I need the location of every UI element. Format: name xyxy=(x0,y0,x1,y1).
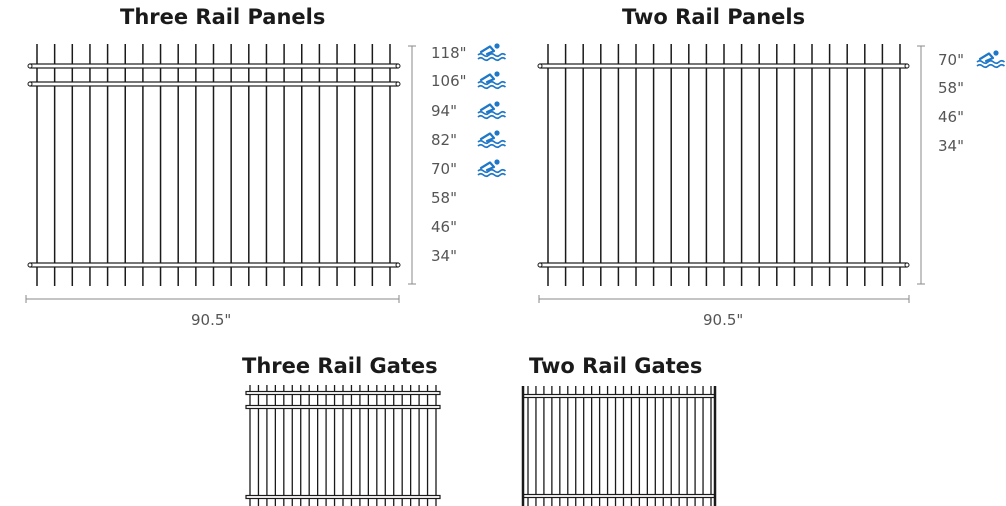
swimmer-waves-icon xyxy=(976,50,1006,69)
rail xyxy=(539,262,908,268)
rail-end-cap xyxy=(395,81,401,87)
wave xyxy=(477,168,507,174)
wave xyxy=(477,52,507,58)
wave xyxy=(477,143,507,149)
dimension-lines xyxy=(25,45,925,303)
wave xyxy=(477,114,507,120)
wave xyxy=(976,63,1006,69)
swimmer-head xyxy=(494,71,500,77)
swimmer-waves-icon xyxy=(477,101,507,120)
swimmer-head xyxy=(993,50,999,56)
rail xyxy=(522,493,716,499)
wave xyxy=(477,172,507,178)
height-label-2p-1: 70" xyxy=(938,51,964,69)
three-rail-gate xyxy=(245,385,441,506)
rail xyxy=(29,81,399,87)
pool-icons xyxy=(477,43,1006,178)
rail xyxy=(245,390,441,396)
rail-end-cap xyxy=(537,262,543,268)
wave xyxy=(477,139,507,145)
swimmer-waves-icon xyxy=(477,71,507,90)
swimmer-waves-icon xyxy=(477,159,507,178)
wave xyxy=(477,80,507,86)
swimmer-head xyxy=(494,130,500,136)
rail-end-cap xyxy=(904,262,910,268)
height-label-3p-8: 34" xyxy=(431,247,457,265)
swimmer-body xyxy=(978,52,995,63)
rail xyxy=(539,63,908,69)
three-rail-panels-title: Three Rail Panels xyxy=(120,5,326,29)
rail-end-cap xyxy=(395,63,401,69)
swimmer-waves-icon xyxy=(477,43,507,62)
wave xyxy=(477,110,507,116)
rail xyxy=(245,494,441,500)
height-label-3p-6: 58" xyxy=(431,189,457,207)
two-rail-panels-title: Two Rail Panels xyxy=(622,5,806,29)
wave xyxy=(477,84,507,90)
rail xyxy=(522,393,716,399)
rail-end-cap xyxy=(27,81,33,87)
height-label-2p-2: 58" xyxy=(938,79,964,97)
width-label-three-rail: 90.5" xyxy=(191,311,232,329)
wave xyxy=(976,59,1006,65)
swimmer-body xyxy=(479,73,496,84)
swimmer-body xyxy=(479,45,496,56)
swimmer-body xyxy=(479,132,496,143)
two-rail-gates-title: Two Rail Gates xyxy=(529,354,703,378)
swimmer-body xyxy=(479,103,496,114)
swimmer-waves-icon xyxy=(477,130,507,149)
height-label-2p-4: 34" xyxy=(938,137,964,155)
height-label-3p-7: 46" xyxy=(431,218,457,236)
rail xyxy=(29,262,399,268)
swimmer-head xyxy=(494,43,500,49)
height-label-3p-5: 70" xyxy=(431,160,457,178)
rail-end-cap xyxy=(904,63,910,69)
height-label-3p-2: 106" xyxy=(431,72,467,90)
swimmer-head xyxy=(494,101,500,107)
rail xyxy=(245,404,441,410)
rail-end-cap xyxy=(395,262,401,268)
height-label-3p-3: 94" xyxy=(431,102,457,120)
two-rail-gate xyxy=(521,386,717,506)
height-label-3p-1: 118" xyxy=(431,44,467,62)
width-label-two-rail: 90.5" xyxy=(703,311,744,329)
rail-end-cap xyxy=(27,63,33,69)
swimmer-head xyxy=(494,159,500,165)
swimmer-body xyxy=(479,161,496,172)
three-rail-panel xyxy=(27,44,401,286)
rail xyxy=(29,63,399,69)
two-rail-panel xyxy=(537,44,910,286)
height-label-2p-3: 46" xyxy=(938,108,964,126)
wave xyxy=(477,56,507,62)
rail-end-cap xyxy=(537,63,543,69)
rail-end-cap xyxy=(27,262,33,268)
three-rail-gates-title: Three Rail Gates xyxy=(242,354,438,378)
height-label-3p-4: 82" xyxy=(431,131,457,149)
